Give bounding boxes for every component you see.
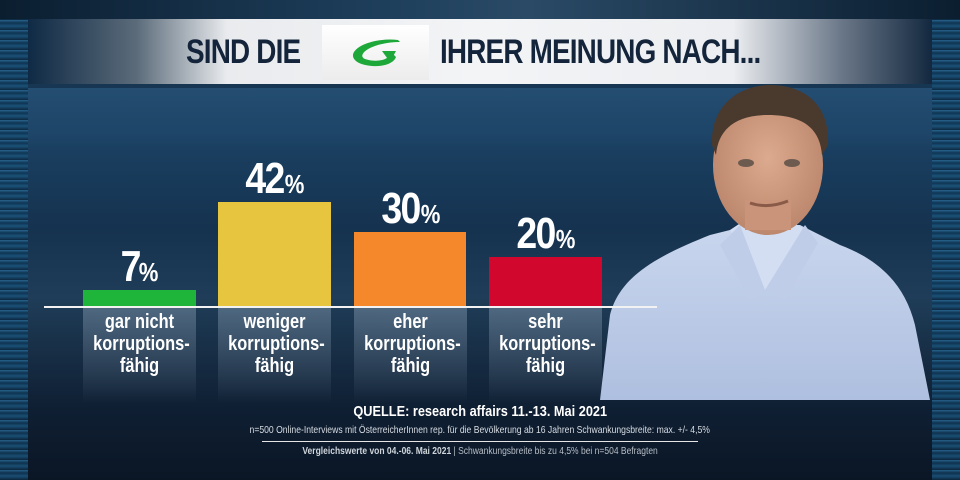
label-column-bg [83,308,196,403]
value-label-gar-nicht: 7% [120,242,159,291]
label-column-bg [489,308,602,403]
value-label-weniger: 42% [245,154,305,203]
comparison-separator: | [451,446,459,457]
category-label-sehr: sehr korruptions-fähig [499,311,596,377]
chart-baseline [44,306,657,308]
politician-photo [600,85,930,400]
category-label-gar-nicht: gar nicht korruptions-fähig [93,311,190,377]
comparison-note: Vergleichswerte von 04.-06. Mai 2021 | S… [0,446,960,457]
bar-sehr [489,257,602,307]
source-title: QUELLE: research affairs 11.-13. Mai 202… [353,403,607,420]
header-title-right: IHRER MEINUNG NACH... [440,33,761,71]
value-label-eher: 30% [381,184,441,233]
header-title-left: SIND DIE [186,33,301,71]
bar-eher [354,232,466,307]
bar-weniger [218,202,331,307]
background-tech-edge-right [930,0,960,480]
green-party-logo [322,25,429,80]
top-strip [0,0,960,19]
background-tech-edge-left [0,0,30,480]
value-label-sehr: 20% [516,209,576,258]
comparison-date: Vergleichswerte von 04.-06. Mai 2021 [302,446,452,457]
category-label-weniger: weniger korruptions-fähig [228,311,325,377]
green-g-logo-icon [352,39,400,67]
comparison-detail: Schwankungsbreite bis zu 4,5% bei n=504 … [458,446,658,457]
label-column-bg [218,308,331,403]
label-column-bg [354,308,467,403]
source-detail: n=500 Online-Interviews mit Österreicher… [249,424,711,436]
bar-gar-nicht [83,290,196,307]
source-divider [262,441,698,442]
category-label-eher: eher korruptions-fähig [364,311,461,377]
header-bar [28,19,932,84]
